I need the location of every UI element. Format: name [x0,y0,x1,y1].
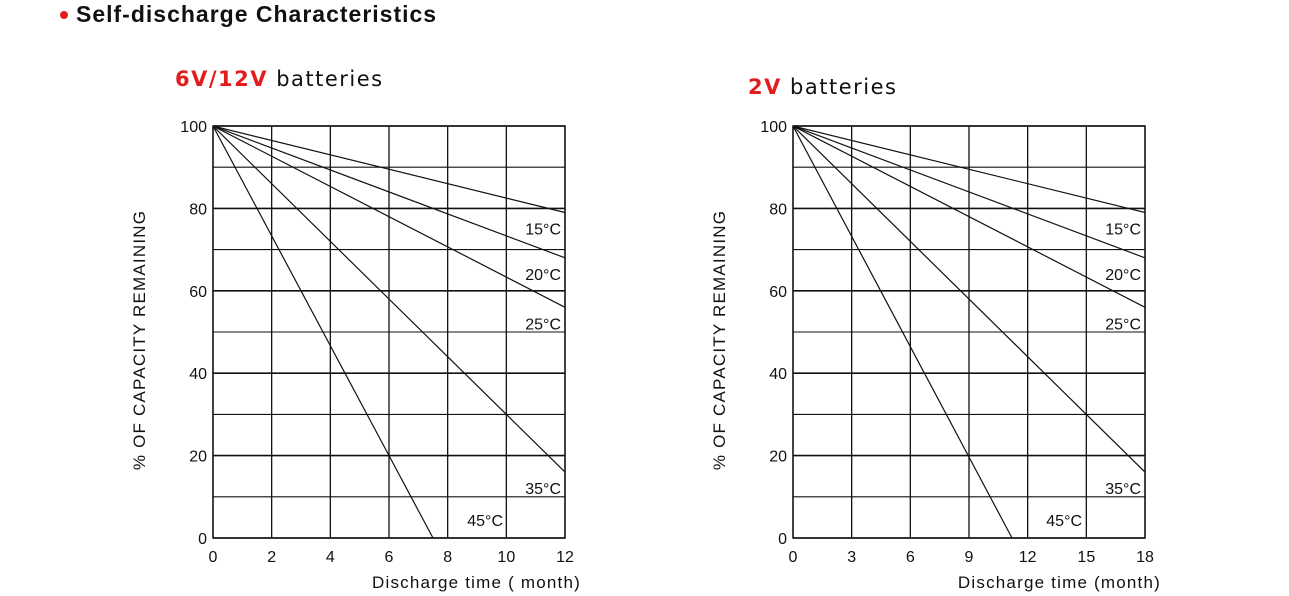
section-header: Self-discharge Characteristics [60,0,437,28]
y-axis-label: % OF CAPACITY REMAINING [130,210,149,470]
self-discharge-chart-2v: 0 20 40 60 80 100 0 3 6 9 12 15 18 Discharge time (mo… [710,119,1161,592]
y-tick-label: 20 [189,449,207,466]
series-label-15-c: 15°C [525,222,561,239]
chart-title-highlight: 6V/12V [175,67,269,91]
x-tick-label: 2 [267,549,276,566]
x-tick-label: 6 [906,549,915,566]
x-axis-label: Discharge time ( month) [372,573,581,592]
x-axis-label: Discharge time (month) [958,573,1161,592]
y-tick-label: 100 [760,119,787,136]
x-tick-label: 8 [443,549,452,566]
series-line-45-c [792,125,1013,539]
series-line-20-c [212,125,566,259]
series-label-25-c: 25°C [1105,316,1141,333]
y-tick-label: 80 [189,201,207,218]
y-tick-label: 40 [189,366,207,383]
series-line-35-c [792,125,1146,473]
y-tick-label: 0 [198,531,207,548]
y-tick-label: 0 [778,531,787,548]
x-tick-label: 4 [326,549,335,566]
x-tick-label: 15 [1077,549,1095,566]
x-tick-label: 3 [847,549,856,566]
chart-title-6v-12v: 6V/12V batteries [175,67,384,91]
y-tick-label: 80 [769,201,787,218]
x-tick-label: 12 [1019,549,1037,566]
plot-frame [212,125,566,539]
series-line-15-c [792,125,1146,214]
chart-title-rest: batteries [781,75,898,99]
series-label-45-c: 45°C [1046,513,1082,530]
self-discharge-chart-6v-12v: 0 20 40 60 80 100 0 2 4 6 8 10 12 Discharge time ( mo… [130,119,581,592]
series-line-15-c [212,125,566,214]
y-tick-label: 60 [189,284,207,301]
bullet-icon [60,11,68,19]
series-label-35-c: 35°C [525,481,561,498]
chart-title-2v: 2V batteries [748,75,897,99]
x-tick-label: 0 [209,549,218,566]
chart-title-highlight: 2V [748,75,782,99]
series-label-20-c: 20°C [1105,267,1141,284]
series-label-20-c: 20°C [525,267,561,284]
series-line-45-c [212,125,434,539]
chart-title-rest: batteries [268,67,384,91]
series-label-35-c: 35°C [1105,481,1141,498]
section-title: Self-discharge Characteristics [76,0,438,27]
series-label-15-c: 15°C [1105,222,1141,239]
x-tick-label: 6 [385,549,394,566]
series-line-20-c [792,125,1146,259]
series-label-45-c: 45°C [467,513,503,530]
x-tick-label: 0 [789,549,798,566]
series-line-35-c [212,125,566,473]
x-tick-label: 10 [497,549,515,566]
x-tick-label: 9 [965,549,974,566]
x-tick-label: 12 [556,549,574,566]
series-line-25-c [212,125,566,308]
plot-frame [792,125,1146,539]
y-tick-label: 20 [769,449,787,466]
series-line-25-c [792,125,1146,308]
series-label-25-c: 25°C [525,316,561,333]
y-tick-label: 100 [180,119,207,136]
x-tick-label: 18 [1136,549,1154,566]
y-axis-label: % OF CAPACITY REMAINING [710,210,729,470]
y-tick-label: 60 [769,284,787,301]
y-tick-label: 40 [769,366,787,383]
